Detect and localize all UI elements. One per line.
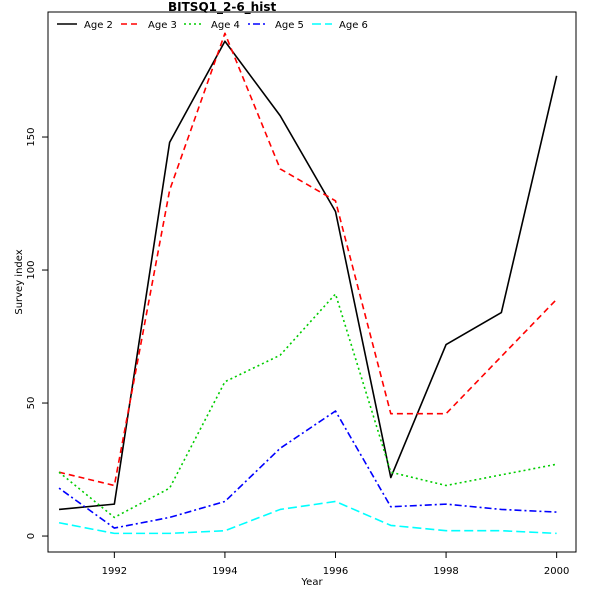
- series-line-age-3: [58, 32, 558, 487]
- axes: 1992 1994 1996 1998 2000 0 50 100 150: [26, 127, 569, 577]
- legend-label: Age 5: [275, 20, 304, 31]
- legend-label: Age 3: [148, 20, 177, 31]
- series-line-age-2: [58, 40, 558, 511]
- y-axis-label: Survey index: [14, 249, 25, 314]
- legend-label: Age 2: [84, 20, 113, 31]
- series-layer: [58, 32, 558, 535]
- chart-title: BITSQ1_2-6_hist: [168, 0, 276, 15]
- y-tick-label: 150: [26, 127, 37, 146]
- plot-frame: [47, 11, 577, 553]
- y-tick-label: 50: [26, 397, 37, 410]
- legend-label: Age 6: [339, 20, 368, 31]
- series-line-age-6: [58, 500, 557, 535]
- y-tick-label: 0: [26, 533, 37, 539]
- series-line-age-5: [58, 410, 557, 529]
- x-tick-label: 1992: [102, 566, 127, 577]
- legend: Age 2 Age 3 Age 4 Age 5 Age 6: [57, 20, 368, 31]
- series-line-age-4: [58, 293, 557, 519]
- x-axis-label: Year: [300, 577, 323, 588]
- x-tick-label: 1996: [323, 566, 348, 577]
- x-tick-label: 2000: [544, 566, 569, 577]
- legend-label: Age 4: [211, 20, 240, 31]
- y-tick-label: 100: [26, 260, 37, 279]
- x-tick-label: 1998: [433, 566, 458, 577]
- x-tick-label: 1994: [212, 566, 237, 577]
